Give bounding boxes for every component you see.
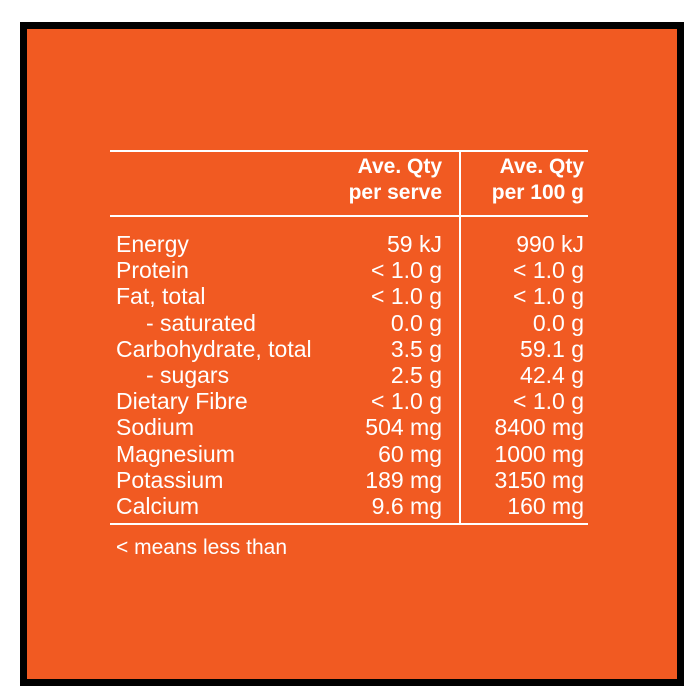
per-100g-value: < 1.0 g <box>513 388 584 415</box>
table-row: Potassium 189 mg 3150 mg <box>110 467 588 493</box>
table-row: Carbohydrate, total 3.5 g 59.1 g <box>110 336 588 362</box>
table-row: Energy 59 kJ 990 kJ <box>110 231 588 257</box>
footnote: < means less than <box>116 536 288 560</box>
nutrient-name: - sugars <box>146 361 230 388</box>
header-per-100g-line1: Ave. Qty <box>499 155 584 178</box>
per-serve-value: < 1.0 g <box>371 388 442 415</box>
nutrient-name: - saturated <box>146 309 256 336</box>
header-per-serve: Ave. Qty per serve <box>282 154 442 206</box>
per-100g-value: < 1.0 g <box>513 257 584 284</box>
table-body: Energy 59 kJ 990 kJ Protein < 1.0 g < 1.0 g Fa… <box>110 217 588 524</box>
table-row: Dietary Fibre < 1.0 g < 1.0 g <box>110 388 588 414</box>
top-rule <box>110 150 588 152</box>
header-per-100g: Ave. Qty per 100 g <box>454 154 584 206</box>
nutrient-name: Fat, total <box>116 283 206 310</box>
table-row: Sodium 504 mg 8400 mg <box>110 414 588 440</box>
nutrient-name: Magnesium <box>116 440 235 467</box>
header-column-divider <box>459 152 461 215</box>
per-serve-value: 2.5 g <box>390 361 442 388</box>
per-serve-value: 189 mg <box>365 466 442 493</box>
table-row: - sugars 2.5 g 42.4 g <box>110 362 588 388</box>
nutrient-name: Sodium <box>116 414 194 441</box>
table-row: - saturated 0.0 g 0.0 g <box>110 310 588 336</box>
per-100g-value: 59.1 g <box>520 335 584 362</box>
label-frame: Ave. Qty per serve Ave. Qty per 100 g En… <box>20 22 684 686</box>
per-100g-value: 42.4 g <box>520 361 584 388</box>
per-100g-value: 8400 mg <box>494 414 584 441</box>
header-per-100g-line2: per 100 g <box>491 181 584 204</box>
body-column-divider <box>459 217 461 524</box>
table-row: Calcium 9.6 mg 160 mg <box>110 493 588 519</box>
per-serve-value: 0.0 g <box>390 309 442 336</box>
header-rule <box>110 215 588 217</box>
table-header: Ave. Qty per serve Ave. Qty per 100 g <box>110 152 588 215</box>
per-100g-value: 3150 mg <box>494 466 584 493</box>
per-100g-value: 1000 mg <box>494 440 584 467</box>
per-serve-value: 59 kJ <box>387 231 442 257</box>
header-per-serve-line1: Ave. Qty <box>357 155 442 178</box>
nutrient-name: Calcium <box>116 492 200 519</box>
per-serve-value: 9.6 mg <box>371 492 442 519</box>
per-serve-value: < 1.0 g <box>371 283 442 310</box>
table-row: Protein < 1.0 g < 1.0 g <box>110 257 588 283</box>
bottom-rule <box>110 523 588 526</box>
per-100g-value: 990 kJ <box>516 231 584 257</box>
header-per-serve-line2: per serve <box>348 181 442 204</box>
per-serve-value: 60 mg <box>378 440 442 467</box>
per-serve-value: < 1.0 g <box>371 257 442 284</box>
nutrient-name: Carbohydrate, total <box>116 335 312 362</box>
per-100g-value: < 1.0 g <box>513 283 584 310</box>
nutrient-name: Energy <box>116 231 189 257</box>
nutrient-name: Potassium <box>116 466 224 493</box>
nutrient-name: Protein <box>116 257 189 284</box>
nutrient-name: Dietary Fibre <box>116 388 248 415</box>
table-row: Magnesium 60 mg 1000 mg <box>110 441 588 467</box>
nutrition-panel: Ave. Qty per serve Ave. Qty per 100 g En… <box>110 150 588 561</box>
per-serve-value: 3.5 g <box>390 335 442 362</box>
table-row: Fat, total < 1.0 g < 1.0 g <box>110 283 588 309</box>
per-100g-value: 160 mg <box>507 492 584 519</box>
per-serve-value: 504 mg <box>365 414 442 441</box>
per-100g-value: 0.0 g <box>532 309 584 336</box>
